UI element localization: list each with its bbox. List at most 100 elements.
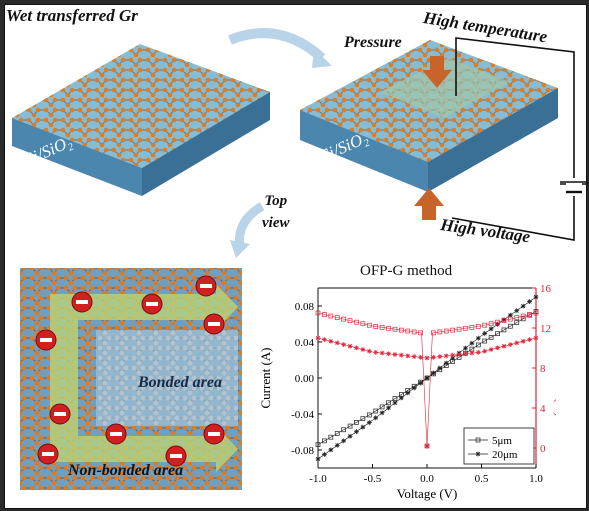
series-2-point-27 — [488, 321, 494, 327]
series-3-point-10 — [379, 350, 385, 356]
top-view-line2: view — [262, 215, 290, 231]
series-1-point-11 — [386, 405, 391, 411]
series-1-point-16 — [418, 380, 423, 386]
top-view-line1: Top — [264, 193, 288, 209]
series-3-point-13 — [398, 352, 404, 358]
x-tick-label-0: -1.0 — [309, 473, 327, 485]
series-3-point-23 — [463, 351, 468, 357]
series-0-point-5 — [347, 423, 353, 429]
series-2-point-31 — [514, 315, 520, 320]
series-2-point-2 — [328, 313, 334, 319]
series-2-point-13 — [399, 327, 404, 333]
series-2-point-6 — [354, 319, 359, 325]
series-1-point-5 — [347, 433, 353, 439]
series-3-point-22 — [456, 352, 462, 357]
electron-markers — [35, 275, 225, 467]
series-2-point-30 — [508, 316, 513, 322]
series-1-point-32 — [520, 303, 526, 309]
electron-9 — [37, 443, 59, 465]
pressure-arrow — [422, 56, 452, 88]
chart-title: OFP-G method — [360, 263, 453, 279]
bonded-area-label: Bonded area — [138, 374, 222, 391]
series-1-point-31 — [514, 308, 520, 314]
y2-tick-label-4: 16 — [540, 283, 552, 295]
y-axis-label: Current (A) — [258, 347, 273, 408]
voltage-arrow — [414, 188, 444, 220]
series-3-point-12 — [392, 352, 398, 357]
series-1-point-23 — [463, 345, 468, 351]
series-2-point-8 — [366, 322, 372, 328]
series-2-point-25 — [475, 324, 481, 329]
electron-10 — [165, 445, 187, 467]
series-2-point-33 — [527, 312, 532, 317]
bonded-region-3d — [380, 58, 510, 118]
series-3-point-3 — [334, 340, 340, 346]
series-2-point-4 — [341, 316, 346, 322]
electron-8 — [203, 423, 225, 445]
series-1-point-15 — [411, 385, 417, 391]
legend-box — [463, 427, 535, 465]
series-1-point-26 — [482, 331, 488, 336]
y2-tick-label-3: 12 — [540, 323, 551, 335]
series-1-point-0 — [315, 456, 321, 462]
series-1-point-12 — [392, 400, 398, 406]
series-2-point-26 — [482, 322, 488, 328]
series-1-point-9 — [373, 415, 379, 421]
x-axis-label: Voltage (V) — [397, 486, 458, 501]
series-3-point-15 — [411, 354, 417, 359]
electron-3 — [141, 293, 163, 315]
series-3-point-21 — [450, 352, 456, 358]
series-3-point-34 — [533, 335, 539, 341]
series-3-point-7 — [360, 347, 366, 352]
electron-5 — [35, 329, 57, 351]
iv-chart: -1.0 -0.5 0.0 0.5 1.0 -0.08 -0.04 0.00 0.04 0.08 0… — [258, 283, 556, 501]
series-1-point-13 — [398, 395, 404, 401]
series-0-point-27 — [488, 334, 494, 340]
series-3-point-31 — [514, 340, 520, 346]
series-2-dip-point — [424, 443, 430, 449]
series-3-point-4 — [341, 342, 347, 347]
substrate-block-2 — [300, 40, 558, 192]
series-2-point-18 — [431, 330, 436, 336]
series-3-point-5 — [347, 343, 353, 349]
series-1-point-33 — [527, 299, 532, 304]
series-3-point-11 — [386, 351, 391, 357]
series-2-point-19 — [437, 329, 443, 335]
series-1-point-4 — [341, 438, 347, 444]
y-tick-label-4: 0.08 — [295, 301, 315, 313]
series-3-point-14 — [405, 353, 411, 359]
series-3-point-9 — [373, 349, 379, 355]
transfer-arrow — [228, 28, 326, 62]
series-1-point-8 — [366, 420, 372, 425]
series-1-point-3 — [334, 442, 340, 448]
series-3-point-17 — [424, 355, 430, 361]
series-3-point-8 — [366, 348, 372, 354]
y-tick-label-3: 0.04 — [295, 337, 315, 349]
top-view-arrow — [234, 202, 265, 247]
series-1-point-25 — [475, 335, 481, 341]
top-view-panel — [20, 268, 242, 490]
series-2-point-7 — [360, 321, 366, 327]
series-1-point-30 — [507, 312, 513, 318]
series-2-point-10 — [379, 325, 385, 330]
electron-7 — [105, 423, 127, 445]
series-2-point-0 — [315, 310, 321, 316]
series-3-point-25 — [475, 349, 481, 355]
substrate-block-1 — [12, 44, 270, 196]
y2-tick-label-0: 0 — [540, 443, 546, 455]
series-1-point-2 — [328, 447, 334, 453]
series-2-point-3 — [334, 315, 340, 320]
series-1-point-1 — [322, 452, 327, 457]
top-view-label: Top view — [262, 190, 290, 234]
top-view-arrow-head — [230, 240, 250, 258]
series-1-point-24 — [469, 340, 475, 346]
series-3-point-27 — [488, 347, 494, 352]
series-0-point-8 — [366, 412, 372, 418]
series-2-point-5 — [347, 318, 353, 323]
series-0-point-6 — [354, 420, 359, 425]
series-0-point-28 — [495, 331, 500, 336]
series-2-point-34 — [533, 310, 539, 316]
series-1-point-18 — [431, 370, 436, 376]
series-0-point-32 — [520, 316, 526, 322]
series-3-line — [317, 337, 537, 359]
